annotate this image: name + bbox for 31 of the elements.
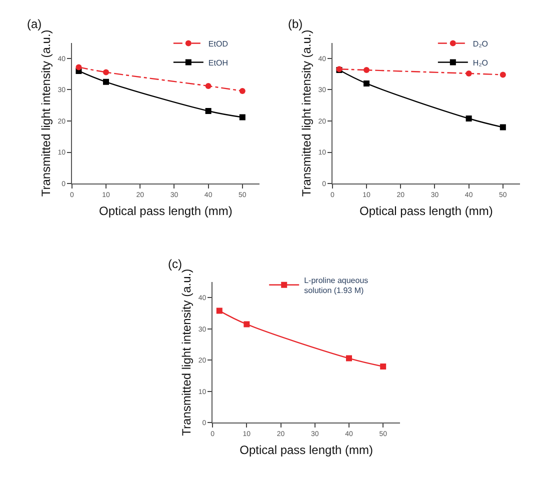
legend-label: EtOD (208, 39, 228, 48)
point (346, 355, 352, 362)
x-axis-title: Optical pass length (mm) (360, 204, 493, 218)
point (103, 78, 110, 85)
point (239, 114, 246, 120)
y-axis-title: Transmitted light intensity (a.u.) (300, 30, 314, 197)
chart-title: (c) (168, 257, 182, 271)
legend-label: EtOH (208, 58, 228, 68)
chart-title: (a) (27, 17, 42, 31)
point (205, 108, 212, 114)
point (76, 64, 82, 70)
point (103, 69, 110, 76)
x-axis-title: Optical pass length (mm) (99, 204, 232, 218)
point (244, 321, 250, 328)
point (364, 67, 370, 74)
legend-label: L-proline aqueous solution (1.93 M) (304, 276, 368, 296)
point (205, 82, 212, 89)
point (380, 363, 386, 370)
chart-title: (b) (288, 17, 303, 31)
legend-label: D₂O (472, 39, 488, 48)
point (466, 70, 472, 76)
point (466, 116, 472, 122)
y-axis-title: Transmitted light intensity (a.u.) (39, 30, 54, 197)
point (364, 80, 370, 86)
point (500, 124, 506, 130)
legend-label: H₂O (472, 58, 488, 68)
point (500, 72, 506, 78)
y-axis-title: Transmitted light intensity (a.u.) (180, 268, 194, 436)
point (239, 88, 246, 94)
x-axis-title: Optical pass length (mm) (240, 443, 374, 458)
point (216, 308, 222, 314)
